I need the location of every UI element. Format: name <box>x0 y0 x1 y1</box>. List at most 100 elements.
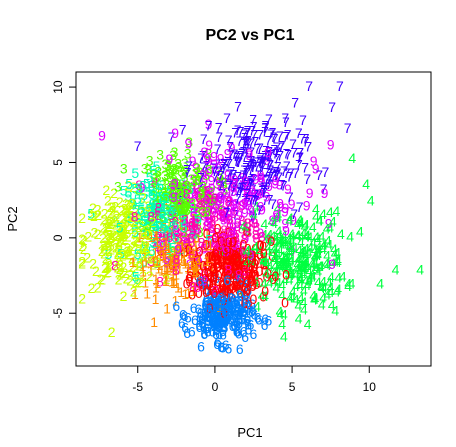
data-point-2: 2 <box>105 227 113 243</box>
data-point-3: 3 <box>175 159 183 175</box>
data-point-4: 4 <box>279 252 287 268</box>
data-point-4: 4 <box>292 278 300 294</box>
data-point-2: 2 <box>120 221 128 237</box>
data-point-3: 3 <box>167 165 175 181</box>
data-point-3: 3 <box>220 175 228 191</box>
data-point-3: 3 <box>179 180 187 196</box>
data-point-9: 9 <box>263 188 271 204</box>
data-point-4: 4 <box>258 288 266 304</box>
data-point-0: 0 <box>223 271 231 287</box>
data-point-9: 9 <box>178 181 186 197</box>
data-point-0: 0 <box>215 237 223 253</box>
data-point-9: 9 <box>201 163 209 179</box>
data-point-5: 5 <box>135 180 143 196</box>
data-point-0: 0 <box>208 256 216 272</box>
data-point-5: 5 <box>160 218 168 234</box>
data-point-2: 2 <box>93 207 101 223</box>
data-point-6: 6 <box>214 295 222 311</box>
data-point-5: 5 <box>205 232 213 248</box>
data-point-4: 4 <box>319 206 327 222</box>
data-point-3: 3 <box>123 208 131 224</box>
data-point-2: 2 <box>120 232 128 248</box>
data-point-7: 7 <box>284 147 292 163</box>
data-point-7: 7 <box>237 180 245 196</box>
data-point-7: 7 <box>238 146 246 162</box>
data-point-3: 3 <box>167 204 175 220</box>
data-point-6: 6 <box>224 296 232 312</box>
data-point-8: 8 <box>214 245 222 261</box>
data-point-2: 2 <box>122 196 130 212</box>
data-point-2: 2 <box>100 246 108 262</box>
data-point-3: 3 <box>181 179 189 195</box>
data-point-2: 2 <box>89 256 97 272</box>
data-point-7: 7 <box>253 159 261 175</box>
data-point-8: 8 <box>155 225 163 241</box>
data-point-6: 6 <box>202 320 210 336</box>
data-point-7: 7 <box>234 122 242 138</box>
data-point-7: 7 <box>244 133 252 149</box>
data-point-3: 3 <box>154 163 162 179</box>
data-point-3: 3 <box>171 175 179 191</box>
data-point-6: 6 <box>209 324 217 340</box>
data-point-4: 4 <box>283 250 291 266</box>
data-point-1: 1 <box>143 238 151 254</box>
data-point-0: 0 <box>240 249 248 265</box>
data-point-5: 5 <box>179 187 187 203</box>
data-point-2: 2 <box>103 259 111 275</box>
data-point-5: 5 <box>125 184 133 200</box>
data-point-0: 0 <box>234 251 242 267</box>
data-point-6: 6 <box>197 305 205 321</box>
data-point-0: 0 <box>219 280 227 296</box>
data-point-9: 9 <box>201 272 209 288</box>
data-point-4: 4 <box>264 239 272 255</box>
data-point-2: 2 <box>131 221 139 237</box>
data-point-7: 7 <box>255 167 263 183</box>
data-point-7: 7 <box>320 181 328 197</box>
data-point-5: 5 <box>158 210 166 226</box>
data-point-4: 4 <box>294 216 302 232</box>
data-point-2: 2 <box>126 267 134 283</box>
data-point-4: 4 <box>278 249 286 265</box>
data-point-0: 0 <box>252 267 260 283</box>
data-point-4: 4 <box>261 216 269 232</box>
data-point-4: 4 <box>319 290 327 306</box>
data-point-8: 8 <box>152 236 160 252</box>
data-point-7: 7 <box>344 120 352 136</box>
data-point-6: 6 <box>214 294 222 310</box>
data-point-6: 6 <box>202 282 210 298</box>
data-point-0: 0 <box>210 270 218 286</box>
data-point-0: 0 <box>222 245 230 261</box>
data-point-2: 2 <box>131 232 139 248</box>
data-point-1: 1 <box>171 244 179 260</box>
data-point-5: 5 <box>149 201 157 217</box>
data-point-1: 1 <box>161 261 169 277</box>
data-point-0: 0 <box>215 281 223 297</box>
data-point-6: 6 <box>222 288 230 304</box>
data-point-4: 4 <box>337 226 345 242</box>
data-point-8: 8 <box>243 223 251 239</box>
data-point-4: 4 <box>327 284 335 300</box>
data-point-2: 2 <box>135 219 143 235</box>
data-point-4: 4 <box>281 251 289 267</box>
data-point-9: 9 <box>251 215 259 231</box>
data-point-5: 5 <box>149 234 157 250</box>
data-point-9: 9 <box>220 229 228 245</box>
data-point-9: 9 <box>249 208 257 224</box>
data-point-6: 6 <box>241 329 249 345</box>
data-point-3: 3 <box>176 186 184 202</box>
data-point-1: 1 <box>194 249 202 265</box>
data-point-7: 7 <box>303 171 311 187</box>
data-point-5: 5 <box>151 205 159 221</box>
data-point-5: 5 <box>146 209 154 225</box>
data-point-7: 7 <box>237 148 245 164</box>
data-point-0: 0 <box>248 249 256 265</box>
data-point-4: 4 <box>316 212 324 228</box>
data-point-0: 0 <box>250 291 258 307</box>
data-point-0: 0 <box>222 260 230 276</box>
data-point-4: 4 <box>300 282 308 298</box>
data-point-5: 5 <box>138 201 146 217</box>
data-point-7: 7 <box>273 167 281 183</box>
data-point-7: 7 <box>261 179 269 195</box>
data-point-4: 4 <box>294 228 302 244</box>
data-point-3: 3 <box>166 184 174 200</box>
